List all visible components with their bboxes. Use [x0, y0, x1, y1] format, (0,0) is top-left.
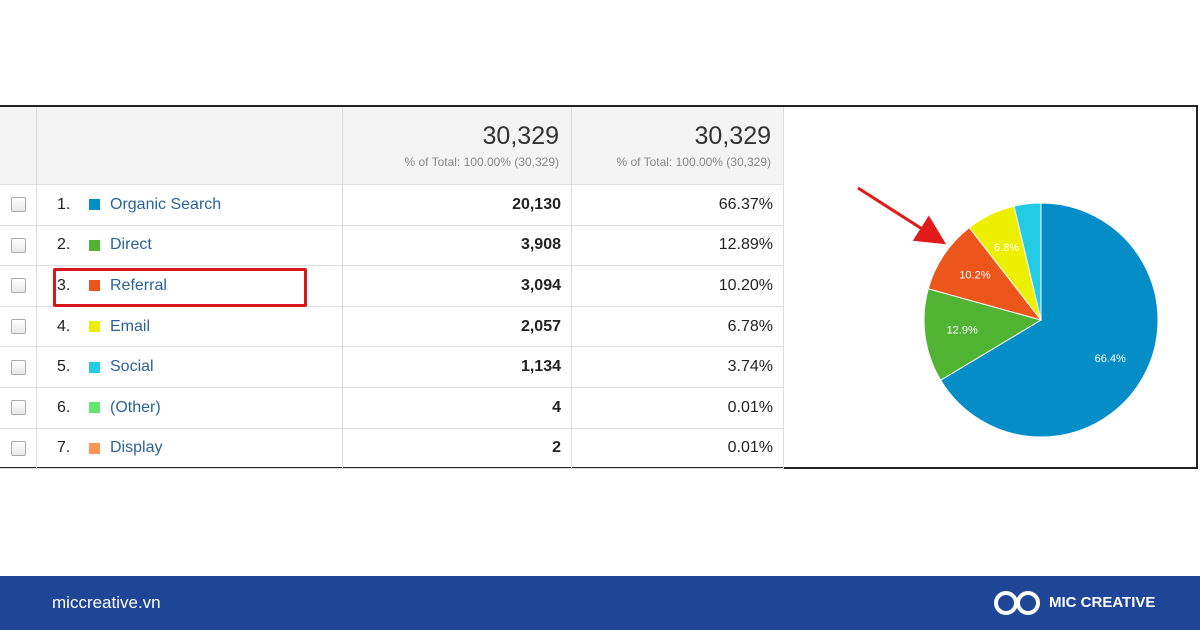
- percent-cell: 6.78%: [572, 306, 784, 348]
- row-index: 7.: [57, 439, 71, 457]
- percent-cell: 0.01%: [572, 388, 784, 429]
- row-index: 5.: [57, 358, 71, 376]
- checkbox-cell: [0, 185, 37, 226]
- row-index: 1.: [57, 195, 71, 213]
- checkbox-cell: [0, 306, 37, 348]
- row-checkbox[interactable]: [10, 278, 26, 294]
- pie-slice: [923, 288, 1043, 381]
- row-checkbox[interactable]: [10, 440, 26, 456]
- report-table: 30,329% of Total: 100.00% (30,329) 30,329…: [0, 105, 1198, 470]
- percent-cell: 10.20%: [572, 266, 784, 307]
- sessions-cell: 4: [343, 388, 572, 429]
- channel-link[interactable]: Referral: [110, 276, 167, 294]
- row-checkbox[interactable]: [10, 359, 26, 375]
- checkbox-cell: [0, 225, 37, 267]
- checkbox-cell: [0, 347, 37, 388]
- row-checkbox[interactable]: [10, 319, 26, 335]
- name-cell: 7. Display: [37, 428, 343, 470]
- logo-icon: [994, 591, 1040, 615]
- name-cell: 4. Email: [37, 306, 343, 348]
- sessions-cell: 3,094: [343, 266, 572, 307]
- row-checkbox[interactable]: [10, 197, 26, 213]
- slice-label: 6.8%: [994, 242, 1019, 254]
- sessions-cell: 3,908: [343, 225, 572, 267]
- highlight-box: [53, 268, 307, 307]
- channel-link[interactable]: (Other): [110, 398, 161, 416]
- sessions-cell: 20,130: [343, 185, 572, 226]
- slice-label: 66.4%: [1095, 353, 1126, 365]
- pie-slice: [1013, 202, 1042, 321]
- percent-cell: 0.01%: [572, 428, 784, 470]
- header-cell: [37, 107, 343, 185]
- channel-link[interactable]: Organic Search: [110, 195, 222, 213]
- color-swatch: [89, 321, 100, 333]
- row-index: 4.: [57, 317, 71, 335]
- header-cell: [0, 107, 37, 185]
- footer-bar: miccreative.vn MIC CREATIVE: [0, 576, 1200, 630]
- site-url: miccreative.vn: [52, 593, 161, 612]
- checkbox-cell: [0, 388, 37, 429]
- total-note: % of Total: 100.00% (30,329): [616, 155, 771, 169]
- header-cell: 30,329 % of Total: 100.00% (30,329): [572, 107, 784, 185]
- slice-label: 10.2%: [959, 270, 990, 282]
- row-index: 6.: [57, 398, 71, 416]
- name-cell: 1. Organic Search: [37, 185, 343, 226]
- sessions-cell: 2,057: [343, 306, 572, 348]
- checkbox-cell: [0, 266, 37, 307]
- percent-cell: 3.74%: [572, 347, 784, 388]
- sessions-cell: 2: [343, 428, 572, 470]
- name-cell: 5. Social: [37, 347, 343, 388]
- name-cell: 6. (Other): [37, 388, 343, 429]
- color-swatch: [89, 199, 100, 211]
- total-value: 30,329: [482, 122, 559, 150]
- color-swatch: [89, 402, 100, 414]
- checkbox-cell: [0, 428, 37, 470]
- row-checkbox[interactable]: [10, 400, 26, 416]
- sessions-cell: 1,134: [343, 347, 572, 388]
- row-checkbox[interactable]: [10, 237, 26, 253]
- channel-link[interactable]: Email: [110, 317, 151, 335]
- color-swatch: [89, 361, 100, 373]
- channel-link[interactable]: Social: [110, 358, 154, 376]
- arrow: [857, 186, 947, 245]
- row-index: 2.: [57, 236, 71, 254]
- color-swatch: [89, 280, 100, 292]
- total-note: % of Total: 100.00% (30,329): [404, 155, 559, 169]
- row-index: 3.: [57, 276, 71, 294]
- header-cell: 30,329 % of Total: 100.00% (30,329): [343, 107, 572, 185]
- name-cell: 2. Direct: [37, 225, 343, 267]
- total-value: 30,329: [694, 122, 771, 150]
- color-swatch: [89, 239, 100, 251]
- pie-slice: [939, 202, 1159, 438]
- channel-link[interactable]: Direct: [110, 236, 152, 254]
- percent-cell: 66.37%: [572, 185, 784, 226]
- color-swatch: [89, 442, 100, 454]
- pie-chart: 66.4% 12.9% 10.2% 6.8%: [857, 186, 1159, 438]
- brand-name: MIC CREATIVE: [1049, 594, 1156, 611]
- channel-link[interactable]: Display: [110, 439, 163, 457]
- slice-label: 12.9%: [947, 325, 978, 337]
- pie-slice: [927, 226, 1043, 321]
- percent-cell: 12.89%: [572, 225, 784, 267]
